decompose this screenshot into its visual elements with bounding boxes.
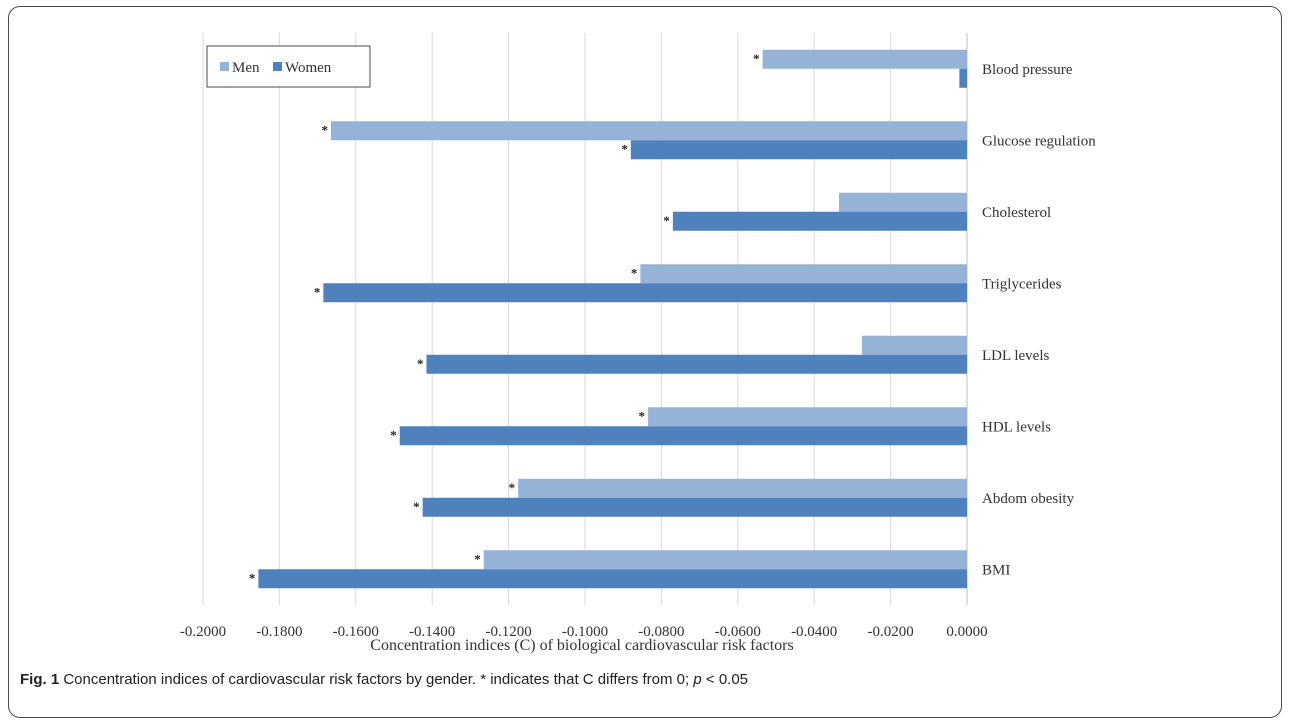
category-label-hdl-levels: HDL levels bbox=[982, 419, 1051, 435]
significance-star: * bbox=[753, 51, 760, 66]
bar-men-glucose-regulation bbox=[330, 121, 968, 141]
x-tick-label: -0.1200 bbox=[485, 624, 531, 640]
x-tick-label: -0.1600 bbox=[333, 624, 379, 640]
category-label-abdom-obesity: Abdom obesity bbox=[982, 491, 1075, 507]
significance-star: * bbox=[621, 141, 628, 156]
caption-text: Concentration indices of cardiovascular … bbox=[59, 671, 694, 688]
concentration-index-chart: * * * * * * * * * * * * * Blood pressure Glucose regu… bbox=[180, 33, 1096, 654]
x-tick-label: -0.0400 bbox=[791, 624, 837, 640]
significance-star: * bbox=[509, 480, 516, 495]
significance-star: * bbox=[321, 122, 328, 137]
legend-swatch-men bbox=[220, 62, 229, 71]
bar-men-blood-pressure bbox=[762, 49, 967, 69]
significance-star: * bbox=[663, 213, 670, 228]
significance-markers: * * * * * * * * * * * * * bbox=[249, 51, 760, 586]
x-tick-label: -0.2000 bbox=[180, 624, 226, 640]
bars bbox=[258, 49, 968, 589]
category-label-triglycerides: Triglycerides bbox=[982, 276, 1062, 292]
x-tick-labels: -0.2000 -0.1800 -0.1600 -0.1400 -0.1200 -0.10… bbox=[180, 624, 988, 640]
caption-threshold: < 0.05 bbox=[701, 671, 749, 688]
significance-star: * bbox=[413, 499, 420, 514]
x-tick-label: -0.0800 bbox=[638, 624, 684, 640]
bar-women-hdl-levels bbox=[399, 426, 968, 446]
legend-label-men: Men bbox=[232, 60, 260, 76]
category-label-cholesterol: Cholesterol bbox=[982, 205, 1051, 221]
x-tick-label: -0.0600 bbox=[715, 624, 761, 640]
category-label-blood-pressure: Blood pressure bbox=[982, 62, 1073, 78]
category-labels: Blood pressure Glucose regulation Choleste… bbox=[982, 62, 1096, 579]
caption-p-symbol: p bbox=[693, 671, 702, 688]
significance-star: * bbox=[314, 284, 321, 299]
category-label-ldl-levels: LDL levels bbox=[982, 348, 1050, 364]
bar-men-bmi bbox=[483, 550, 967, 570]
bar-men-ldl-levels bbox=[861, 335, 967, 355]
bar-women-ldl-levels bbox=[426, 354, 968, 374]
bar-men-abdom-obesity bbox=[518, 478, 967, 498]
bar-women-abdom-obesity bbox=[422, 497, 967, 517]
bar-men-hdl-levels bbox=[648, 407, 967, 427]
significance-star: * bbox=[631, 265, 638, 280]
figure-caption: Fig. 1 Concentration indices of cardiova… bbox=[20, 671, 1270, 688]
category-label-bmi: BMI bbox=[982, 562, 1010, 578]
significance-star: * bbox=[474, 551, 481, 566]
figure-label: Fig. 1 bbox=[20, 671, 60, 688]
legend-swatch-women bbox=[273, 62, 282, 71]
gridlines bbox=[202, 33, 968, 605]
significance-star: * bbox=[249, 570, 256, 585]
legend-label-women: Women bbox=[285, 60, 332, 76]
legend: Men Women bbox=[206, 45, 371, 88]
bar-men-cholesterol bbox=[839, 192, 967, 212]
significance-star: * bbox=[390, 427, 397, 442]
bar-women-glucose-regulation bbox=[630, 140, 967, 160]
bar-women-cholesterol bbox=[672, 211, 967, 231]
bar-women-blood-pressure bbox=[959, 68, 967, 88]
x-tick-label: -0.1400 bbox=[409, 624, 455, 640]
bar-women-triglycerides bbox=[323, 283, 968, 303]
x-tick-label: -0.0200 bbox=[867, 624, 913, 640]
bar-women-bmi bbox=[258, 569, 967, 589]
x-tick-label: -0.1000 bbox=[562, 624, 608, 640]
x-axis-title: Concentration indices (C) of biological … bbox=[370, 637, 793, 654]
x-tick-label: 0.0000 bbox=[946, 624, 987, 640]
category-label-glucose-regulation: Glucose regulation bbox=[982, 133, 1096, 149]
significance-star: * bbox=[417, 356, 424, 371]
legend-box bbox=[206, 45, 371, 88]
bar-men-triglycerides bbox=[640, 264, 967, 284]
x-tick-label: -0.1800 bbox=[256, 624, 302, 640]
significance-star: * bbox=[639, 408, 646, 423]
